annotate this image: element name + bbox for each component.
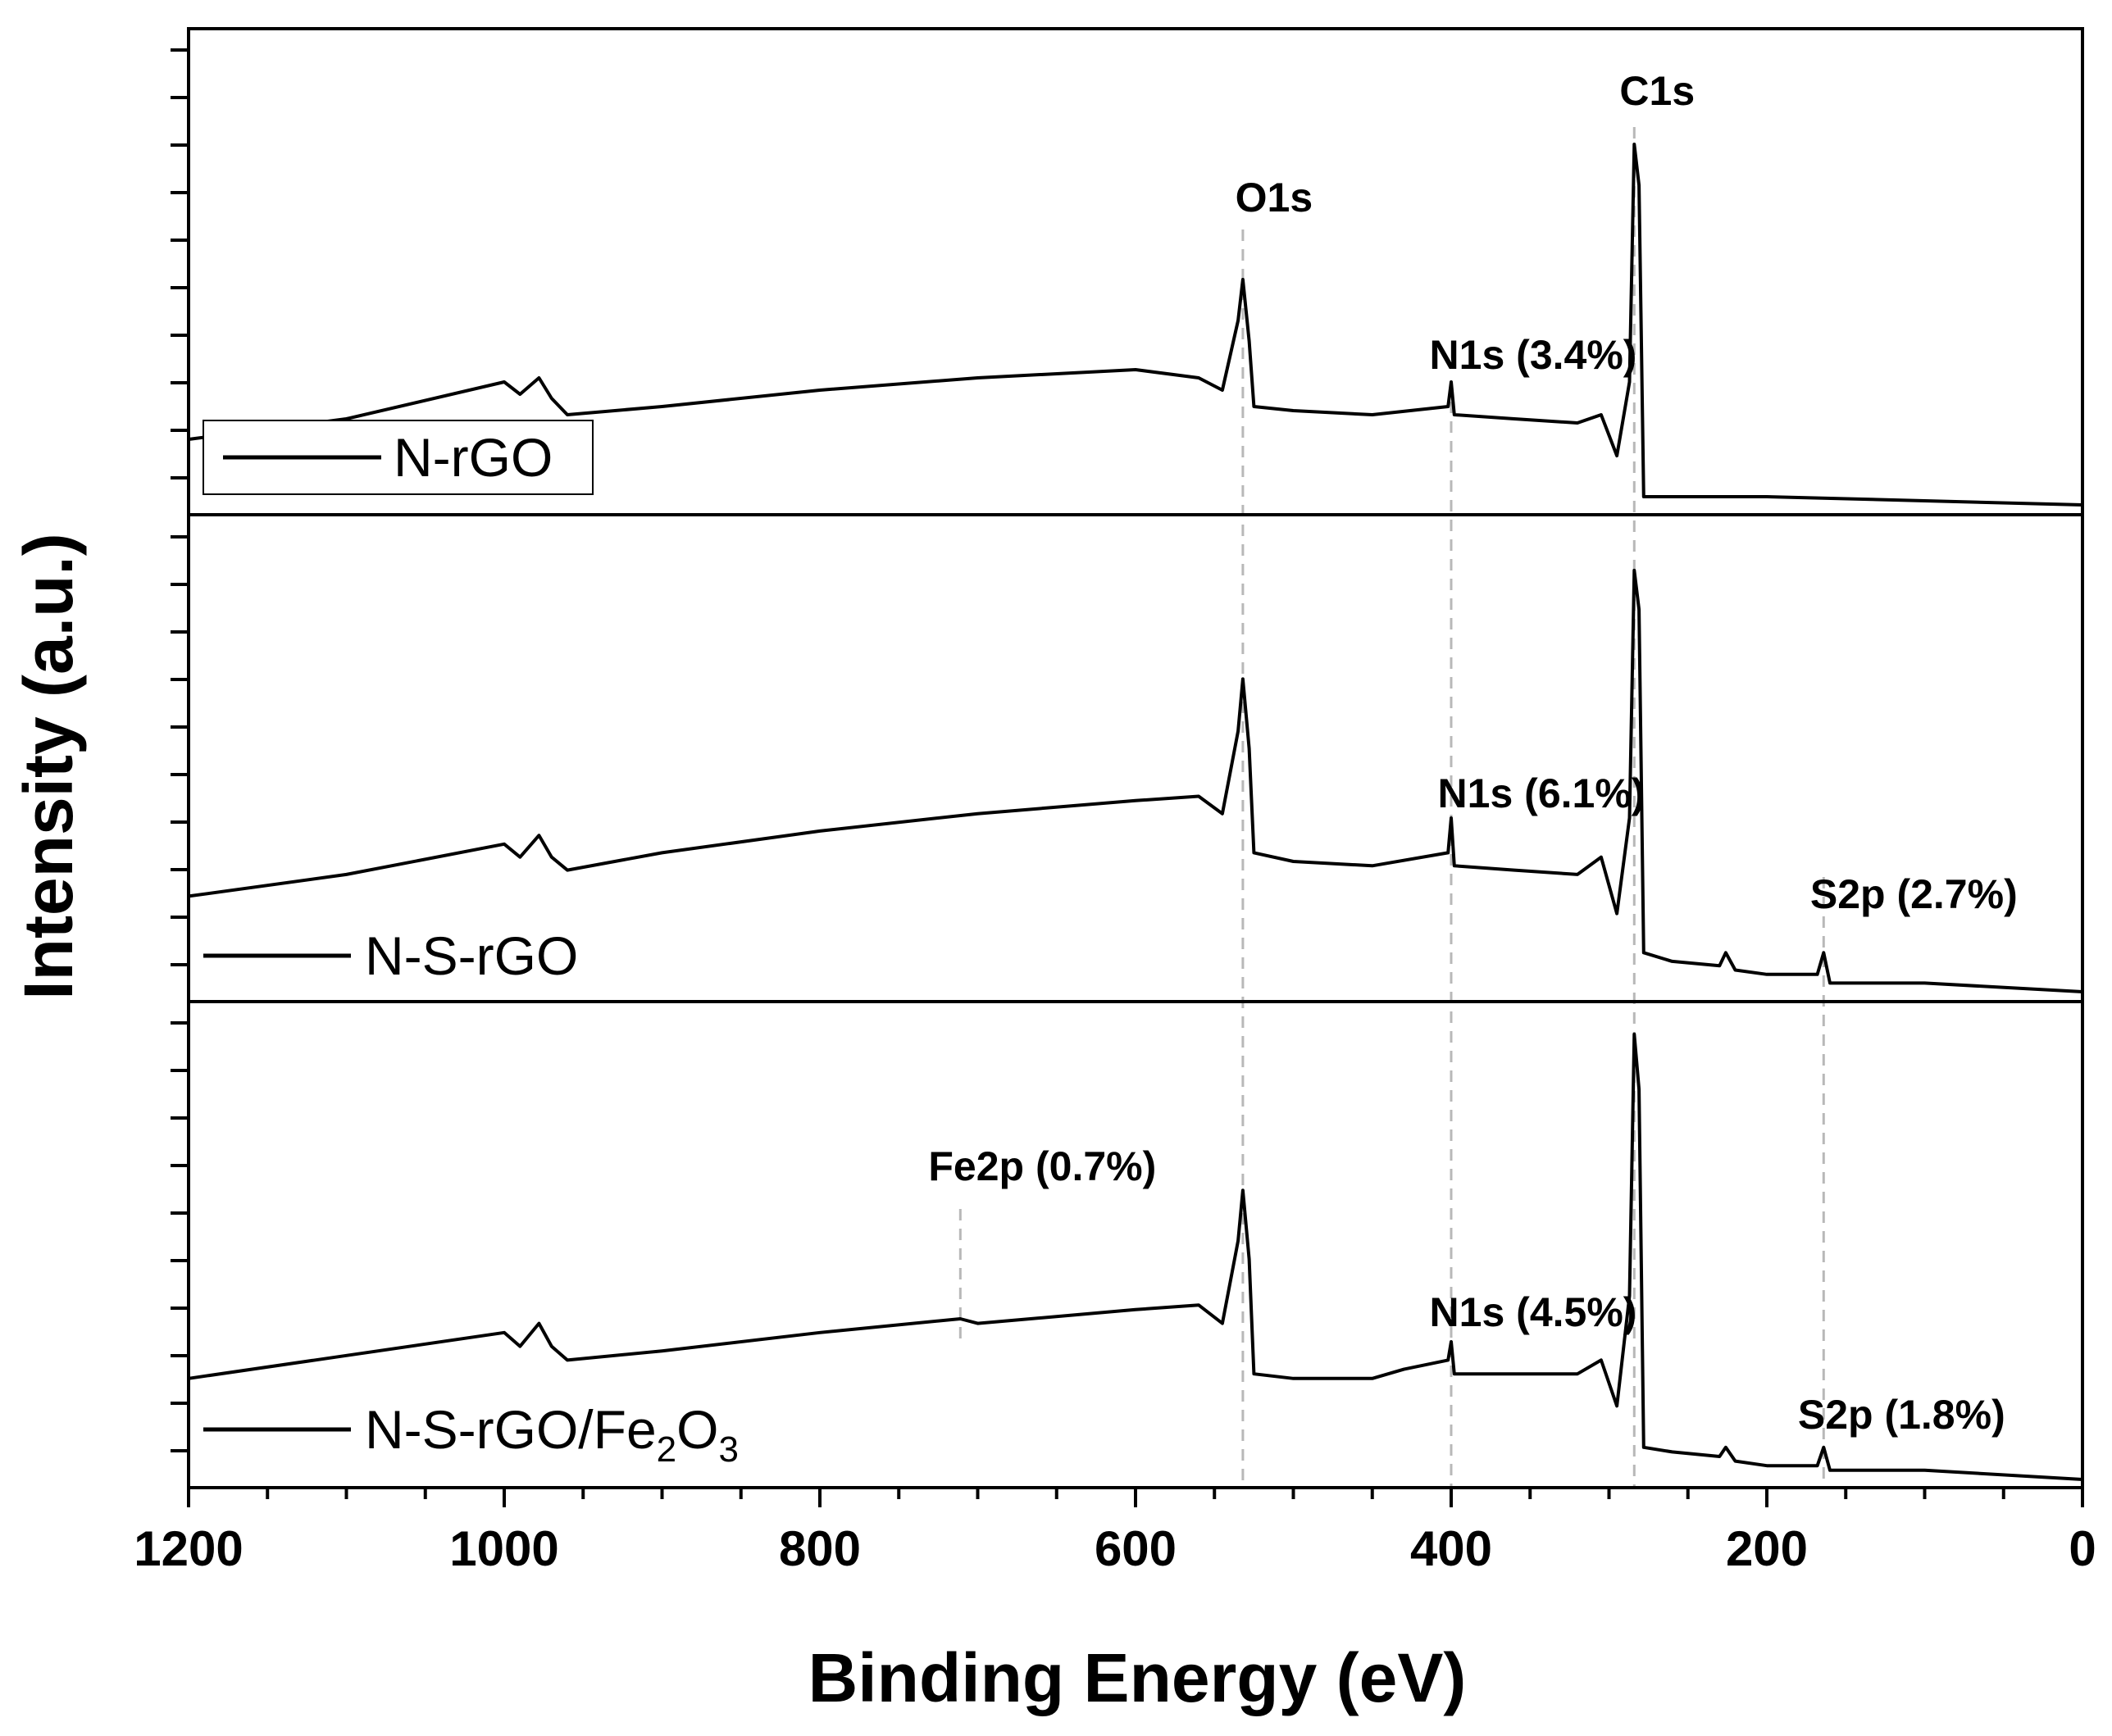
series-line-n-rgo <box>188 143 2083 507</box>
peak-label: N1s (3.4%) <box>1430 332 1637 378</box>
legend-label: N-S-rGO/Fe2O3 <box>365 1399 739 1470</box>
reference-lines <box>958 127 1825 1488</box>
series-line-n-s-rgo-fe2o3 <box>188 1032 2083 1481</box>
x-axis-title: Binding Energy (eV) <box>808 1639 1467 1716</box>
x-tick-label: 400 <box>1410 1521 1492 1576</box>
axis-ticks <box>171 48 2084 1507</box>
y-axis-title: Intensity (a.u.) <box>10 533 87 999</box>
legend-label: N-S-rGO <box>365 925 578 986</box>
x-tick-label: 1200 <box>134 1521 243 1576</box>
peak-label: S2p (2.7%) <box>1810 871 2018 917</box>
peak-label: Fe2p (0.7%) <box>928 1143 1156 1189</box>
chart-text: 1200 1000 800 600 400 200 0 O1s C1s N1s (3.4%) N-r… <box>134 68 2096 1576</box>
spectra <box>188 143 2083 1481</box>
x-tick-label: 0 <box>2069 1521 2096 1576</box>
plot-frame <box>187 27 2084 1489</box>
peak-label: S2p (1.8%) <box>1798 1392 2005 1438</box>
series-line-n-s-rgo <box>188 568 2083 993</box>
peak-label: N1s (4.5%) <box>1430 1289 1637 1335</box>
peak-label: N1s (6.1%) <box>1438 770 1645 816</box>
peak-label: O1s <box>1236 175 1313 220</box>
x-tick-label: 200 <box>1726 1521 1808 1576</box>
x-tick-label: 1000 <box>449 1521 558 1576</box>
legend-label: N-rGO <box>394 427 553 488</box>
x-tick-label: 800 <box>779 1521 861 1576</box>
peak-label: C1s <box>1619 68 1695 114</box>
x-tick-label: 600 <box>1095 1521 1177 1576</box>
